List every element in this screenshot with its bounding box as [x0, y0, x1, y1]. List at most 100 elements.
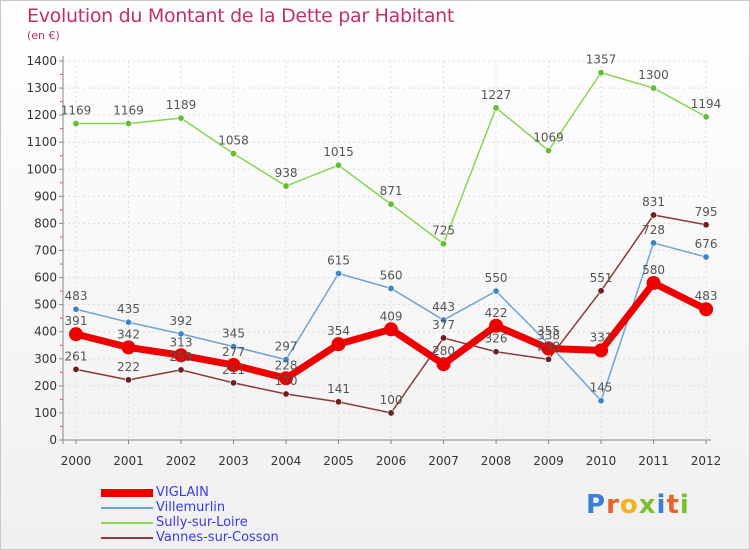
- data-point-sully-sur-loire: [597, 69, 605, 77]
- data-label-viglain: 422: [485, 306, 508, 320]
- y-tick-label: 900: [34, 189, 57, 203]
- data-point-vannes-sur-cosson: [387, 409, 395, 417]
- logo-letter: o: [619, 490, 639, 520]
- data-label-villemurlin: 435: [117, 302, 140, 316]
- legend-label: Villemurlin: [156, 500, 226, 515]
- data-point-viglain: [541, 341, 556, 356]
- x-tick-label: 2002: [166, 454, 197, 468]
- data-point-villemurlin: [702, 253, 710, 261]
- data-label-viglain: 277: [222, 345, 245, 359]
- data-point-vannes-sur-cosson: [282, 390, 290, 398]
- data-label-vannes-sur-cosson: 222: [117, 360, 140, 374]
- data-point-vannes-sur-cosson: [650, 211, 658, 219]
- data-point-sully-sur-loire: [440, 240, 448, 248]
- data-point-villemurlin: [230, 343, 238, 351]
- data-point-vannes-sur-cosson: [545, 355, 553, 363]
- data-point-vannes-sur-cosson: [492, 348, 500, 356]
- data-label-vannes-sur-cosson: 551: [590, 271, 613, 285]
- data-label-vannes-sur-cosson: 100: [380, 393, 403, 407]
- x-tick-label: 2003: [218, 454, 249, 468]
- data-label-viglain: 354: [327, 324, 350, 338]
- data-point-villemurlin: [387, 284, 395, 292]
- data-label-viglain: 483: [695, 289, 718, 303]
- y-tick-label: 1400: [26, 54, 57, 68]
- data-point-viglain: [489, 318, 504, 333]
- legend-label: Vannes-sur-Cosson: [156, 530, 279, 545]
- y-tick-label: 800: [34, 216, 57, 230]
- data-point-viglain: [594, 343, 609, 358]
- data-label-viglain: 280: [432, 344, 455, 358]
- data-point-vannes-sur-cosson: [335, 398, 343, 406]
- logo-letter: i: [656, 490, 667, 520]
- x-tick-label: 2011: [638, 454, 669, 468]
- unit-label: (en €): [27, 29, 60, 42]
- data-point-viglain: [646, 275, 661, 290]
- x-tick-label: 2004: [271, 454, 302, 468]
- x-tick-label: 2008: [481, 454, 512, 468]
- data-point-villemurlin: [282, 356, 290, 364]
- y-tick-label: 700: [34, 244, 57, 258]
- data-label-vannes-sur-cosson: 211: [222, 363, 245, 377]
- data-point-villemurlin: [650, 239, 658, 247]
- data-label-viglain: 338: [537, 328, 560, 342]
- data-label-vannes-sur-cosson: 261: [65, 349, 88, 363]
- logo-letter: t: [666, 490, 680, 520]
- data-label-vannes-sur-cosson: 141: [327, 382, 350, 396]
- data-label-sully-sur-loire: 1227: [481, 88, 512, 102]
- legend-swatch: [101, 537, 153, 539]
- x-tick-label: 2000: [61, 454, 92, 468]
- y-tick-label: 0: [49, 433, 57, 447]
- y-tick-label: 600: [34, 271, 57, 285]
- data-point-sully-sur-loire: [335, 161, 343, 169]
- data-point-viglain: [121, 340, 136, 355]
- x-tick-label: 2009: [533, 454, 564, 468]
- legend-swatch: [101, 489, 153, 497]
- data-label-villemurlin: 443: [432, 300, 455, 314]
- data-label-sully-sur-loire: 1169: [61, 104, 92, 118]
- data-label-vannes-sur-cosson: 377: [432, 318, 455, 332]
- data-label-villemurlin: 345: [222, 327, 245, 341]
- data-label-sully-sur-loire: 871: [380, 184, 403, 198]
- x-tick-label: 2007: [428, 454, 459, 468]
- logo-letter: x: [638, 490, 657, 520]
- data-label-vannes-sur-cosson: 795: [695, 205, 718, 219]
- y-tick-label: 1000: [26, 162, 57, 176]
- data-label-viglain: 580: [642, 263, 665, 277]
- logo-letter: P: [586, 490, 607, 520]
- y-tick-label: 200: [34, 379, 57, 393]
- legend-label: VIGLAIN: [156, 485, 209, 500]
- data-label-sully-sur-loire: 1169: [113, 104, 144, 118]
- data-label-sully-sur-loire: 1300: [638, 68, 669, 82]
- data-point-viglain: [69, 327, 83, 342]
- x-tick-label: 2001: [113, 454, 144, 468]
- data-point-villemurlin: [440, 316, 448, 324]
- legend-label: Sully-sur-Loire: [156, 515, 248, 530]
- data-label-viglain: 409: [380, 309, 403, 323]
- data-point-viglain: [436, 357, 451, 372]
- data-point-sully-sur-loire: [702, 113, 710, 121]
- data-label-vannes-sur-cosson: 831: [642, 195, 665, 209]
- data-point-vannes-sur-cosson: [72, 365, 80, 373]
- x-tick-label: 2006: [376, 454, 407, 468]
- logo-letter: r: [606, 490, 620, 520]
- y-tick-label: 1100: [26, 135, 57, 149]
- data-point-viglain: [699, 302, 714, 317]
- data-point-viglain: [384, 322, 399, 337]
- data-label-viglain: 331: [590, 330, 613, 344]
- legend-swatch: [101, 522, 153, 524]
- chart-title: Evolution du Montant de la Dette par Hab…: [27, 5, 455, 27]
- data-label-sully-sur-loire: 725: [432, 224, 455, 238]
- data-point-villemurlin: [335, 270, 343, 278]
- data-point-sully-sur-loire: [545, 147, 553, 155]
- y-tick-label: 500: [34, 298, 57, 312]
- proxiti-logo: Proxiti: [586, 490, 690, 520]
- data-label-villemurlin: 392: [170, 314, 193, 328]
- data-label-villemurlin: 728: [642, 223, 665, 237]
- data-label-villemurlin: 355: [537, 324, 560, 338]
- data-point-villemurlin: [177, 330, 185, 338]
- data-label-sully-sur-loire: 1058: [218, 134, 249, 148]
- data-point-sully-sur-loire: [230, 150, 238, 158]
- y-tick-label: 300: [34, 352, 57, 366]
- y-tick-label: 1200: [26, 108, 57, 122]
- data-point-vannes-sur-cosson: [597, 287, 605, 295]
